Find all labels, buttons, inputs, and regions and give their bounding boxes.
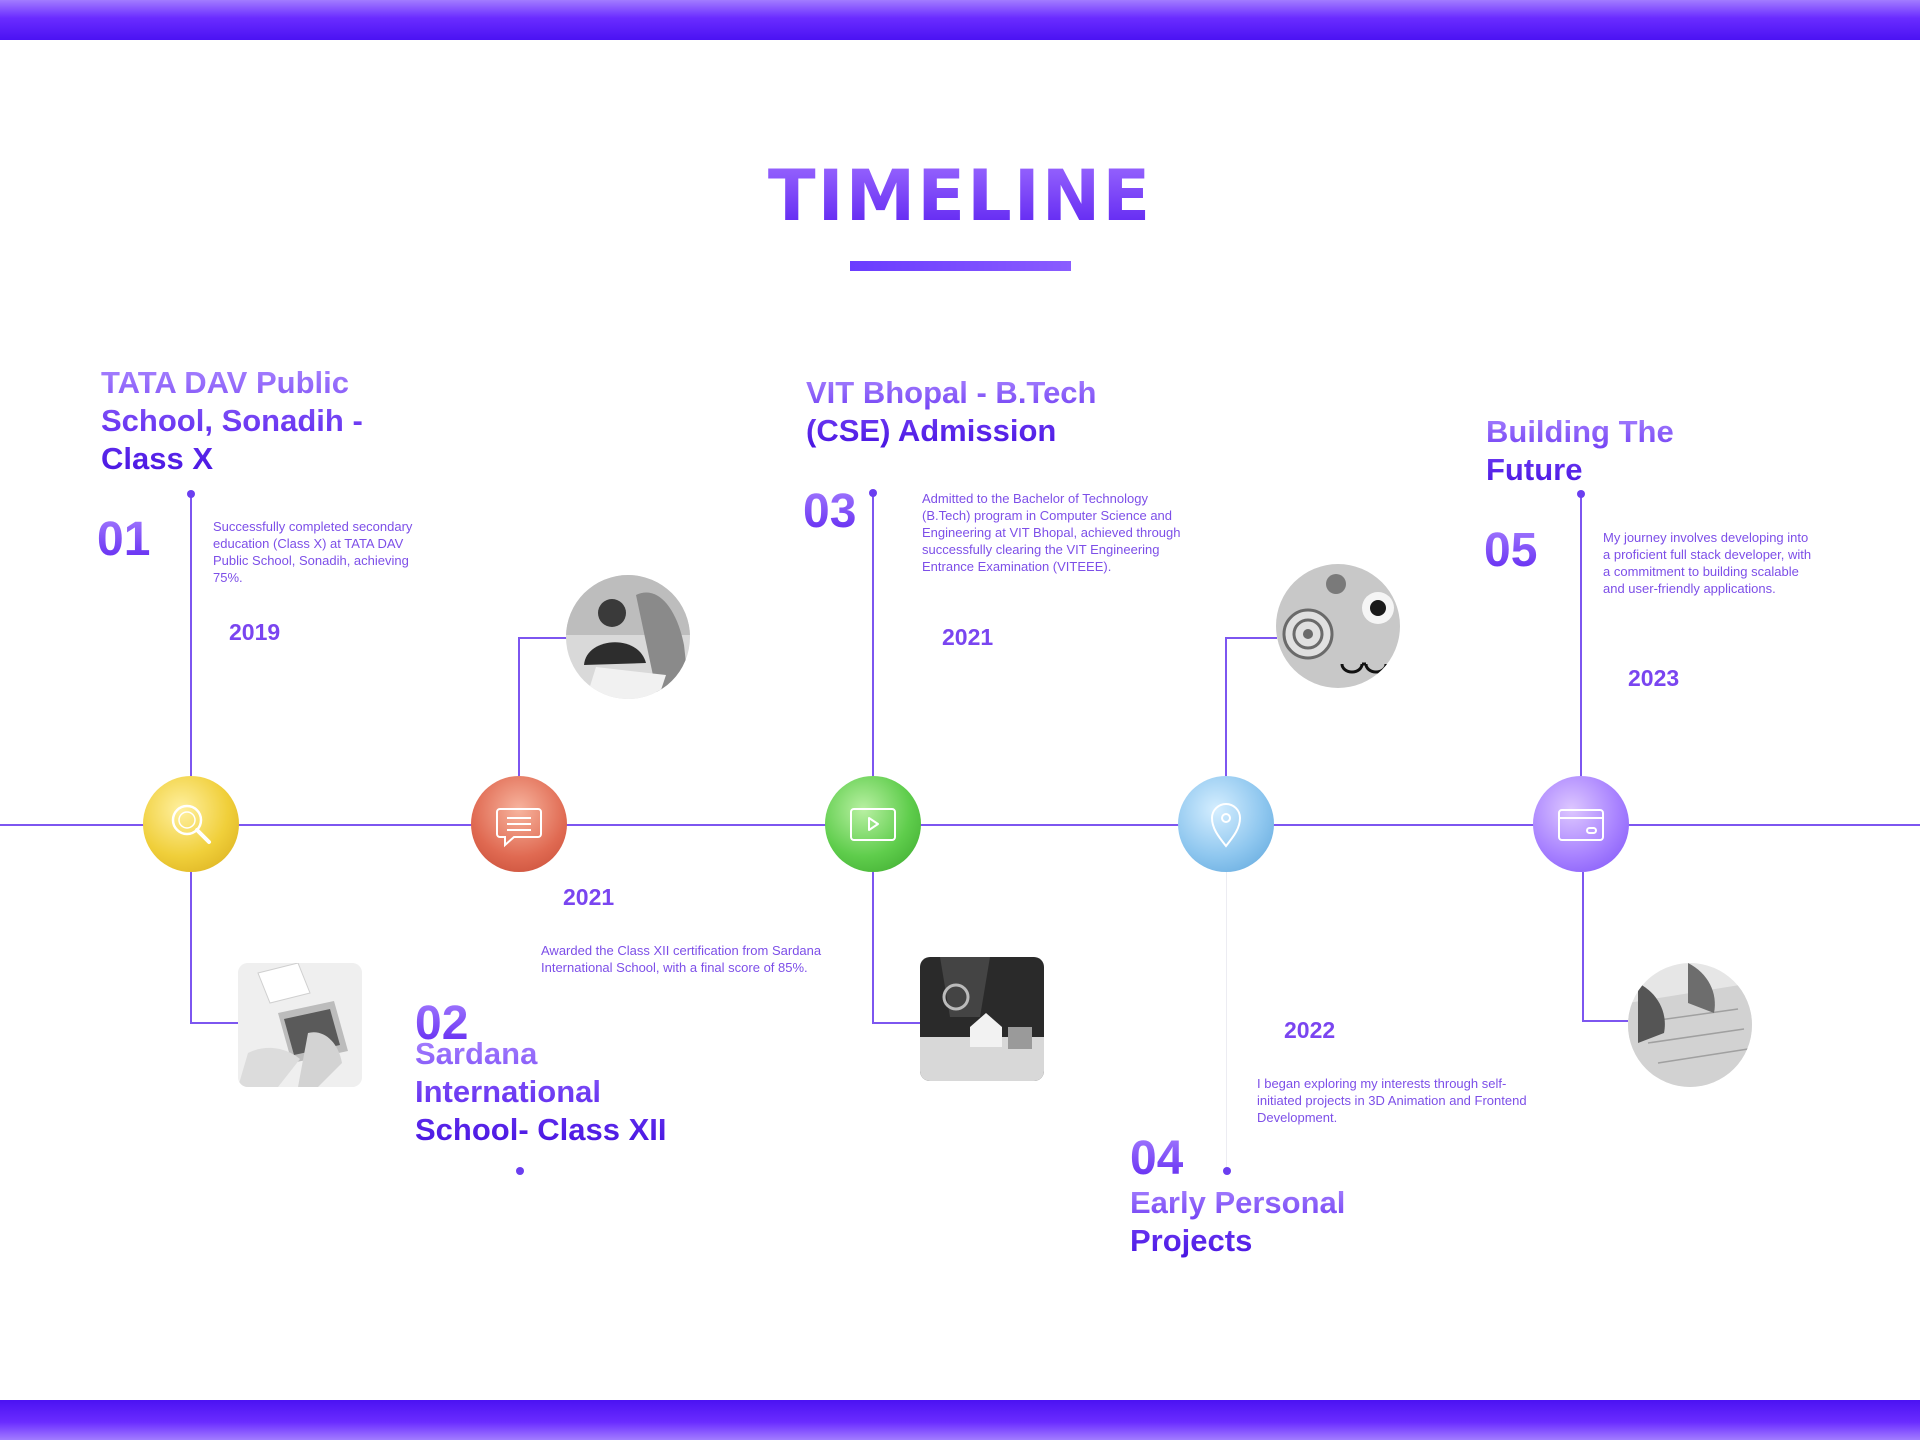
photo-blueprint-hands [1628,963,1752,1087]
title-underline [850,261,1071,271]
timeline-node-03[interactable] [825,776,921,872]
entry-05-number: 05 [1484,524,1538,577]
entry-01-description: Successfully completed secondary educati… [213,519,413,585]
timeline-node-04[interactable] [1178,776,1274,872]
credit-card-icon [1558,809,1604,841]
chat-icon [496,808,542,848]
connector-04-down [1226,872,1227,1167]
entry-04-heading: Early Personal Projects [1130,1184,1390,1260]
connector-03-down [872,872,874,1024]
top-banner [0,0,1920,40]
photo-laptop [238,963,362,1087]
entry-02-number: 02 [415,997,469,1050]
entry-03-heading: VIT Bhopal - B.Tech (CSE) Admission [806,374,1166,450]
entry-03-description: Admitted to the Bachelor of Technology (… [922,491,1181,574]
entry-02-heading: Sardana International School- Class XII [415,1035,715,1149]
entry-05-year: 2023 [1628,665,1680,691]
timeline-axis [0,824,1920,826]
location-pin-icon [1210,803,1242,848]
entry-01-number: 01 [97,513,151,566]
entry-05-description: My journey involves developing into a pr… [1603,530,1812,596]
timeline-node-05[interactable] [1533,776,1629,872]
photo-man-working [566,575,690,699]
entry-02-description: Awarded the Class XII certification from… [541,943,822,975]
connector-03-photo [872,1022,920,1024]
play-icon [850,808,896,841]
connector-05-down [1582,872,1584,1022]
connector-dot-04 [1223,1167,1231,1175]
connector-02-up [518,637,520,776]
connector-03-up [872,493,874,776]
connector-02-photo [518,637,568,639]
entry-03-number: 03 [803,485,857,538]
entry-01-year: 2019 [229,619,281,645]
connector-01-down [190,872,192,1024]
connector-01-up [190,494,192,776]
timeline-node-01[interactable] [143,776,239,872]
entry-05-heading: Building The Future [1486,413,1726,489]
entry-03-year: 2021 [942,624,994,650]
connector-dot-01 [187,490,195,498]
entry-04-year: 2022 [1284,1017,1336,1043]
connector-05-photo [1582,1020,1628,1022]
entry-01-heading: TATA DAV Public School, Sonadih - Class … [101,364,421,478]
entry-02-year: 2021 [563,884,615,910]
timeline-node-02[interactable] [471,776,567,872]
connector-05-up [1580,494,1582,776]
entry-04-description: I began exploring my interests through s… [1257,1076,1527,1125]
entry-04-number: 04 [1130,1132,1184,1185]
search-icon [171,804,211,844]
connector-04-up [1225,637,1227,776]
connector-dot-02 [516,1167,524,1175]
photo-desk-top-view [1276,564,1400,688]
bottom-banner [0,1400,1920,1440]
connector-dot-05 [1577,490,1585,498]
connector-04-photo [1225,637,1277,639]
photo-house-model [920,957,1044,1081]
connector-dot-03 [869,489,877,497]
page-title: TIMELINE [0,155,1920,237]
connector-01-photo [190,1022,238,1024]
